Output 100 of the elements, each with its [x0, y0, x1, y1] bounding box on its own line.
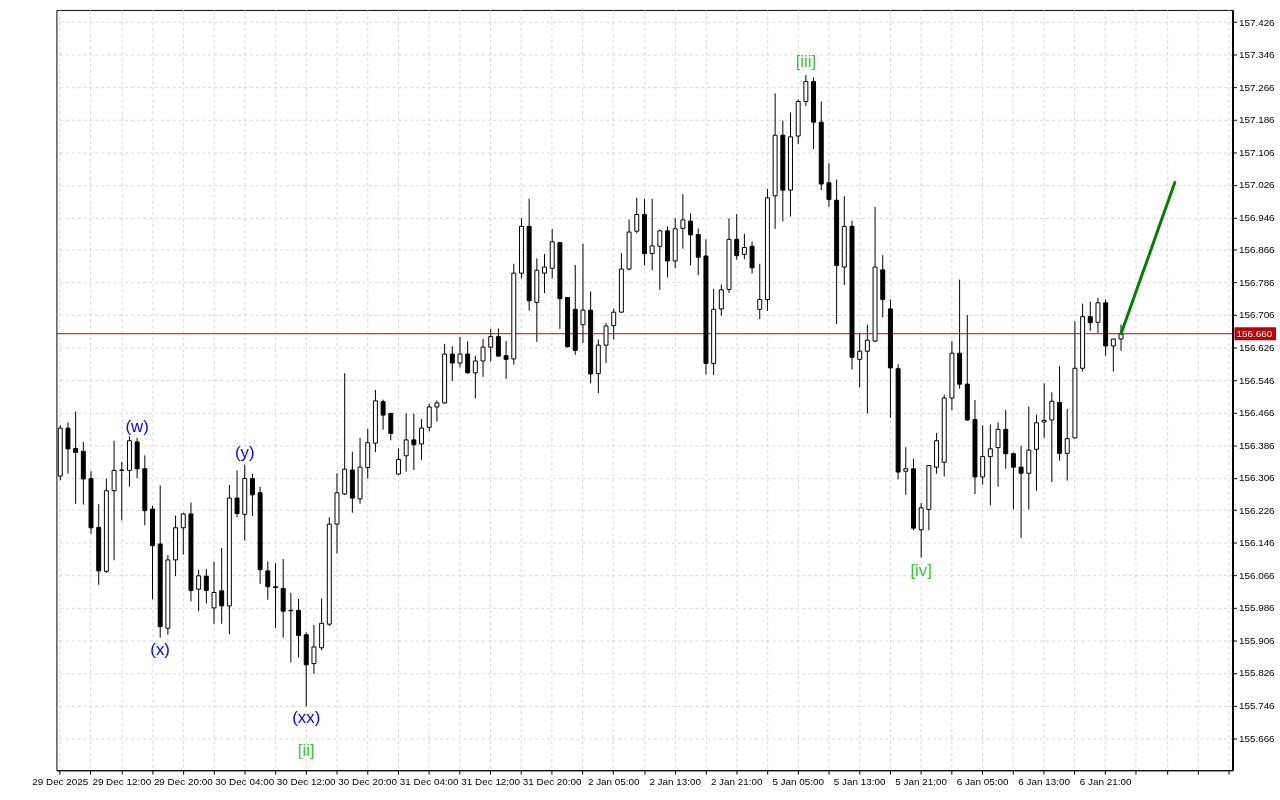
- candlestick: [472, 355, 478, 399]
- y-tick-label: 157.186: [1238, 114, 1276, 126]
- candlestick: [488, 328, 494, 362]
- candlestick: [649, 198, 655, 271]
- candlestick: [995, 421, 1001, 488]
- annotation: (y): [234, 443, 255, 463]
- y-tick-label: 156.306: [1238, 472, 1276, 484]
- y-tick-label: 157.426: [1238, 16, 1276, 28]
- candlestick: [211, 561, 217, 625]
- x-tick-label: 31 Dec 04:00: [399, 775, 460, 787]
- candlestick: [449, 345, 455, 382]
- x-tick-label: 30 Dec 20:00: [338, 775, 398, 787]
- candlestick: [219, 547, 225, 625]
- candlestick: [249, 473, 255, 517]
- x-tick-label: 29 Dec 2025: [32, 775, 89, 787]
- annotation: (x): [150, 640, 170, 660]
- candlestick: [611, 308, 617, 340]
- candlestick: [718, 284, 724, 317]
- candlestick: [1041, 382, 1047, 439]
- y-tick-label: 156.386: [1238, 439, 1276, 451]
- x-tick-label: 6 Jan 05:00: [956, 775, 1009, 787]
- candlestick: [634, 197, 640, 234]
- candlestick: [1095, 297, 1101, 334]
- y-tick-label: 157.026: [1238, 179, 1276, 191]
- candlestick: [657, 229, 663, 291]
- annotation: [iv]: [910, 560, 932, 580]
- candlestick: [203, 568, 209, 604]
- candlestick: [980, 424, 986, 486]
- y-tick-label: 157.106: [1238, 146, 1276, 158]
- y-tick-label: 155.906: [1238, 634, 1276, 646]
- x-tick-label: 6 Jan 13:00: [1018, 775, 1071, 787]
- candlestick: [396, 447, 401, 476]
- x-tick-label: 29 Dec 12:00: [92, 775, 152, 787]
- candlestick: [380, 399, 386, 431]
- candlestick: [1087, 301, 1093, 332]
- x-tick-label: 2 Jan 21:00: [710, 775, 763, 787]
- candlestick: [987, 423, 993, 506]
- annotation: (w): [125, 416, 149, 436]
- ref-line-label: 156.660: [1236, 327, 1273, 339]
- y-tick-label: 156.546: [1238, 374, 1276, 386]
- candlestick: [857, 333, 863, 388]
- candlestick: [480, 338, 486, 378]
- y-tick-label: 157.346: [1238, 49, 1276, 61]
- y-tick-label: 156.226: [1238, 504, 1276, 516]
- x-tick-label: 31 Dec 20:00: [522, 775, 583, 787]
- candlestick: [695, 227, 701, 276]
- candlestick: [119, 461, 125, 521]
- x-tick-label: 2 Jan 05:00: [587, 775, 641, 787]
- candlestick: [1026, 406, 1032, 510]
- y-tick-label: 156.786: [1238, 276, 1276, 288]
- y-tick-label: 156.866: [1238, 244, 1276, 256]
- y-tick-label: 157.266: [1238, 81, 1276, 93]
- candlestick: [864, 324, 870, 414]
- x-tick-label: 5 Jan 05:00: [772, 775, 825, 787]
- y-tick-label: 155.826: [1238, 667, 1276, 679]
- candlestick: [265, 561, 271, 601]
- y-tick-label: 156.066: [1238, 569, 1276, 581]
- y-tick-label: 156.466: [1238, 407, 1276, 419]
- candlestick: [280, 558, 286, 639]
- candlestick: [1064, 408, 1070, 482]
- candlestick: [603, 322, 609, 364]
- candlestick: [918, 502, 924, 558]
- candlestick: [741, 233, 747, 260]
- candlestick: [457, 336, 463, 368]
- candlestick: [180, 512, 186, 556]
- candlestick: [73, 410, 79, 505]
- x-tick-label: 2 Jan 13:00: [649, 775, 702, 787]
- candlestick: [111, 440, 117, 561]
- candlestick: [1118, 324, 1124, 352]
- x-tick-label: 6 Jan 21:00: [1079, 775, 1132, 787]
- candlestick: [1018, 445, 1024, 539]
- candlestick: [403, 412, 409, 473]
- annotation: [ii]: [297, 741, 315, 761]
- candlestick: [234, 469, 240, 518]
- candlestick: [419, 418, 425, 461]
- y-tick-label: 156.146: [1238, 537, 1276, 549]
- candlestick: [434, 399, 440, 423]
- candlestick: [311, 624, 317, 675]
- candlestick: [757, 263, 763, 320]
- candlestick: [749, 240, 755, 275]
- candlestick: [426, 403, 432, 432]
- y-tick-label: 156.626: [1238, 342, 1276, 354]
- candlestick: [803, 74, 809, 107]
- y-tick-label: 156.706: [1238, 309, 1276, 321]
- x-tick-label: 5 Jan 13:00: [833, 775, 886, 787]
- candlestick: [411, 412, 417, 471]
- y-tick-label: 156.946: [1238, 211, 1276, 223]
- candlestick: [680, 193, 686, 250]
- candlestick: [542, 253, 548, 294]
- x-tick-label: 30 Dec 04:00: [215, 775, 275, 787]
- candlestick: [273, 562, 278, 629]
- candlestick: [388, 412, 394, 441]
- annotation: [iii]: [795, 51, 817, 71]
- candlestick: [826, 162, 832, 208]
- candlestick: [1049, 391, 1055, 483]
- candlestick: [196, 569, 202, 612]
- candlestick: [734, 213, 740, 261]
- candlestick: [1110, 338, 1116, 373]
- x-tick-label: 29 Dec 20:00: [153, 775, 214, 787]
- y-tick-label: 155.666: [1238, 732, 1276, 744]
